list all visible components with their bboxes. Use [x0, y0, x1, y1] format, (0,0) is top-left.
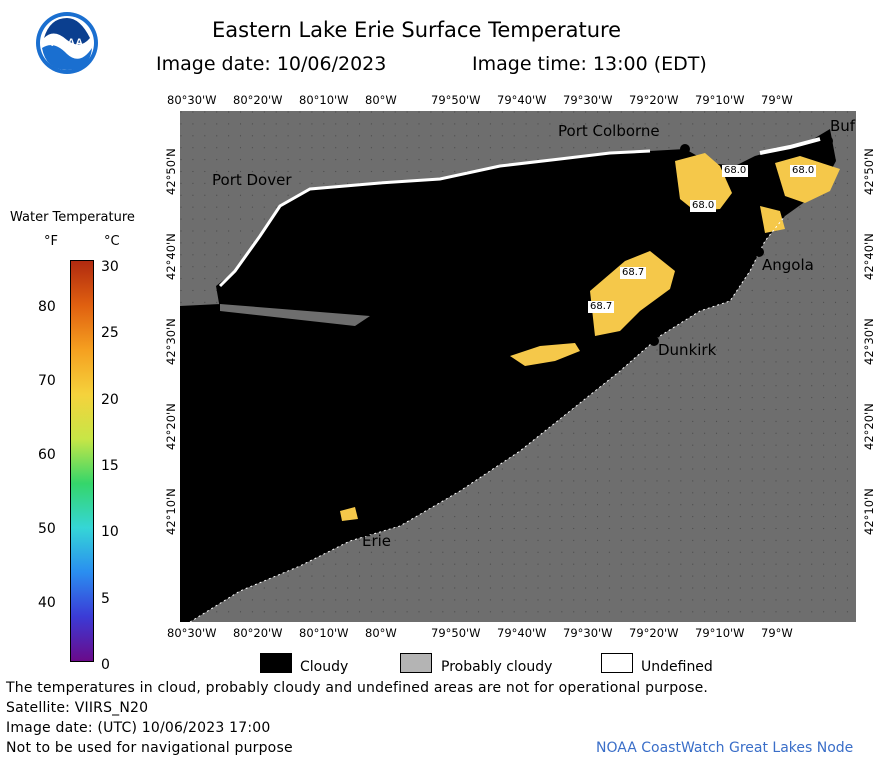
temperature-label: 68.0: [722, 165, 749, 177]
footer-utc-date: Image date: (UTC) 10/06/2023 17:00: [6, 720, 271, 736]
longitude-tick: 80°20'W: [233, 626, 283, 640]
temperature-label: 68.7: [588, 301, 615, 313]
longitude-tick: 79°20'W: [629, 626, 679, 640]
image-date: Image date: 10/06/2023: [156, 53, 387, 75]
temperature-map: [180, 111, 856, 623]
latitude-tick: 42°30'N: [164, 318, 178, 365]
celsius-tick: 30: [101, 259, 119, 275]
longitude-tick: 79°50'W: [431, 93, 481, 107]
undefined-label: Undefined: [641, 659, 713, 675]
fahrenheit-tick: 50: [38, 521, 56, 537]
celsius-tick: 25: [101, 325, 119, 342]
cloudy-swatch: [260, 653, 292, 673]
erie-marker: [350, 528, 360, 538]
longitude-tick: 80°10'W: [299, 626, 349, 640]
latitude-tick: 42°50'N: [164, 148, 178, 195]
warm-water-patch: [675, 153, 732, 211]
warm-water-patch: [340, 507, 358, 521]
longitude-tick: 80°20'W: [233, 93, 283, 107]
latitude-tick: 42°40'N: [862, 233, 876, 280]
footer-note: The temperatures in cloud, probably clou…: [6, 680, 709, 696]
longitude-tick: 79°40'W: [497, 626, 547, 640]
latitude-tick: 42°20'N: [164, 403, 178, 450]
map-canvas: [180, 111, 856, 623]
warm-water-patch: [760, 206, 785, 233]
celsius-tick: 10: [101, 524, 119, 541]
probably-cloudy-area: [220, 304, 370, 326]
celsius-tick: 0: [101, 656, 110, 673]
footer-satellite: Satellite: VIIRS_N20: [6, 700, 149, 716]
lake-erie-cloud: [180, 129, 836, 622]
image-time: Image time: 13:00 (EDT): [472, 53, 707, 75]
warm-water-patch: [590, 251, 675, 336]
longitude-tick: 79°40'W: [497, 93, 547, 107]
warm-water-patch: [510, 343, 580, 366]
latitude-tick: 42°40'N: [164, 233, 178, 280]
undefined-swatch: [601, 653, 633, 673]
place-dunkirk: Dunkirk: [658, 341, 717, 359]
longitude-tick: 79°W: [761, 93, 793, 107]
longitude-tick: 79°50'W: [431, 626, 481, 640]
longitude-tick: 80°10'W: [299, 93, 349, 107]
fahrenheit-tick: 60: [38, 447, 56, 463]
latitude-tick: 42°30'N: [862, 318, 876, 365]
longitude-tick: 79°30'W: [563, 93, 613, 107]
latitude-tick: 42°10'N: [164, 488, 178, 535]
longitude-tick: 79°30'W: [563, 626, 613, 640]
map-title: Eastern Lake Erie Surface Temperature: [212, 18, 622, 42]
longitude-tick: 79°20'W: [629, 93, 679, 107]
footer-nav-warning: Not to be used for navigational purpose: [6, 740, 293, 756]
port-colborne-marker: [680, 144, 690, 154]
place-port-colborne: Port Colborne: [558, 122, 660, 140]
temperature-label: 68.7: [620, 267, 647, 279]
celsius-tick: 5: [101, 590, 110, 607]
temperature-colorbar: [70, 260, 94, 662]
longitude-tick: 79°W: [761, 626, 793, 640]
temperature-label: 68.0: [790, 165, 817, 177]
place-erie: Erie: [362, 532, 392, 550]
longitude-tick: 80°W: [365, 93, 397, 107]
legend-unit-c: °C: [104, 234, 120, 249]
probably-cloudy-label: Probably cloudy: [441, 659, 553, 675]
longitude-tick: 79°10'W: [695, 93, 745, 107]
undefined-shoreline: [218, 149, 651, 288]
longitude-tick: 80°W: [365, 626, 397, 640]
angola-marker: [754, 247, 764, 257]
latitude-tick: 42°50'N: [862, 148, 876, 195]
buffalo-marker: [823, 136, 833, 146]
temperature-label: 68.0: [690, 200, 717, 212]
legend-unit-f: °F: [44, 234, 58, 249]
dunkirk-marker: [649, 336, 659, 346]
place-angola: Angola: [762, 256, 814, 274]
noaa-logo-text: NOAA: [51, 37, 83, 49]
longitude-tick: 80°30'W: [167, 626, 217, 640]
fahrenheit-tick: 80: [38, 299, 56, 315]
undefined-shoreline-east: [759, 137, 821, 155]
cloudy-label: Cloudy: [300, 659, 349, 675]
legend-title: Water Temperature: [10, 210, 135, 225]
footer-credit: NOAA CoastWatch Great Lakes Node: [596, 740, 854, 756]
longitude-tick: 80°30'W: [167, 93, 217, 107]
noaa-logo: NOAA: [36, 12, 98, 74]
latitude-tick: 42°10'N: [862, 488, 876, 535]
place-buffalo: Buf: [830, 117, 856, 135]
fahrenheit-tick: 40: [38, 595, 56, 611]
celsius-tick: 20: [101, 391, 119, 408]
celsius-tick: 15: [101, 457, 119, 474]
longitude-tick: 79°10'W: [695, 626, 745, 640]
place-port-dover: Port Dover: [212, 171, 292, 189]
latitude-tick: 42°20'N: [862, 403, 876, 450]
probably-cloudy-swatch: [400, 653, 432, 673]
fahrenheit-tick: 70: [38, 373, 56, 389]
